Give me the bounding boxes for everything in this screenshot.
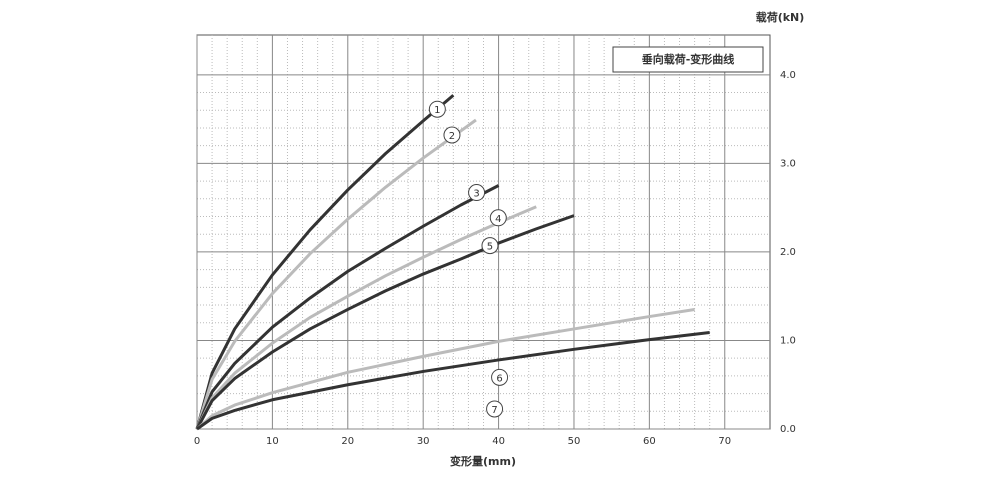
x-tick-label: 30 — [417, 436, 430, 447]
series-label: 3 — [473, 189, 479, 200]
series-label-circle — [468, 184, 486, 202]
x-tick-label: 40 — [492, 436, 505, 447]
plot-frame — [196, 34, 771, 430]
series-label: 5 — [487, 242, 493, 253]
x-tick-label: 50 — [568, 436, 581, 447]
line-series — [196, 331, 710, 431]
series-label: 4 — [495, 214, 501, 225]
series-label-circle — [443, 126, 461, 144]
x-tick-label: 20 — [341, 436, 354, 447]
series-label: 6 — [496, 373, 502, 384]
line-series — [195, 184, 500, 430]
y-tick-label: 4.0 — [780, 70, 796, 81]
line-series — [195, 118, 477, 430]
x-tick-label: 10 — [266, 436, 279, 447]
y-tick-label: 3.0 — [780, 158, 796, 169]
chart-title: 垂向载荷-变形曲线 — [642, 52, 735, 66]
x-axis-label: 变形量(mm) — [450, 454, 516, 468]
series-label-circle — [481, 237, 499, 255]
series-label-circle — [486, 400, 504, 418]
series-label-circle — [428, 100, 446, 118]
y-tick-label: 2.0 — [780, 247, 796, 258]
y-tick-label: 1.0 — [780, 335, 796, 346]
series-label-circle — [489, 209, 507, 227]
series-label: 1 — [434, 105, 440, 116]
line-series — [195, 214, 575, 430]
x-tick-label: 60 — [643, 436, 656, 447]
y-axis-label: 载荷(kN) — [756, 10, 805, 24]
series-label: 2 — [449, 131, 455, 142]
line-series — [195, 94, 455, 430]
line-series — [195, 205, 537, 430]
x-tick-label: 70 — [718, 436, 731, 447]
series-label: 7 — [491, 405, 497, 416]
x-tick-label: 0 — [194, 436, 200, 447]
line-series — [196, 307, 695, 431]
y-tick-label: 0.0 — [780, 424, 796, 435]
series-label-circle — [491, 368, 509, 386]
title-box — [612, 46, 764, 73]
